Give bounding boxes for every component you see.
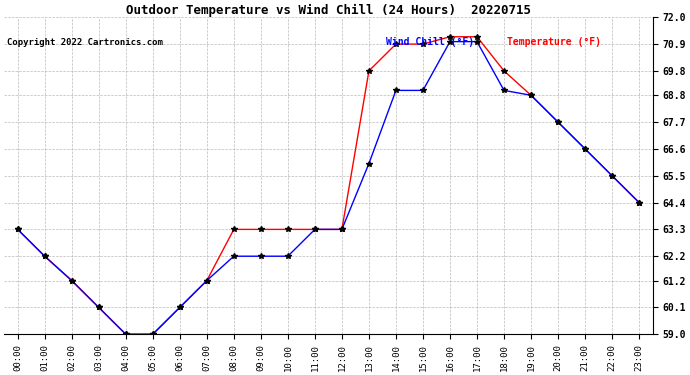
Text: Copyright 2022 Cartronics.com: Copyright 2022 Cartronics.com — [7, 38, 163, 47]
Title: Outdoor Temperature vs Wind Chill (24 Hours)  20220715: Outdoor Temperature vs Wind Chill (24 Ho… — [126, 4, 531, 17]
Text: Temperature (°F): Temperature (°F) — [507, 37, 601, 47]
Text: Wind Chill (°F): Wind Chill (°F) — [386, 37, 480, 47]
